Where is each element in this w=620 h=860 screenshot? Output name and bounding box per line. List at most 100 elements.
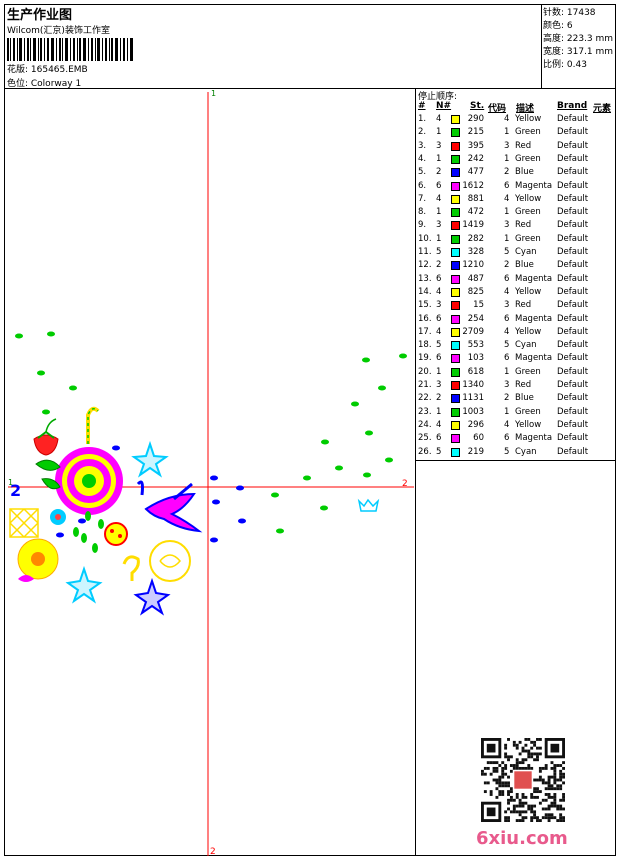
- row-desc: Green: [515, 207, 541, 218]
- row-needle: 2: [436, 167, 442, 178]
- table-row: 17. 4 2709 4 Yellow Default: [416, 326, 616, 339]
- row-index: 21.: [418, 380, 432, 390]
- row-stitches: 487: [467, 273, 484, 284]
- color-swatch: [451, 234, 460, 244]
- color-swatch: [451, 341, 460, 351]
- color-swatch: [451, 141, 460, 151]
- row-stitches: 618: [467, 366, 484, 377]
- color-swatch: [451, 274, 460, 284]
- stat-width: 宽度: 317.1 mm: [543, 47, 614, 57]
- row-stitches: 219: [467, 446, 484, 457]
- table-row: 2. 1 215 1 Green Default: [416, 126, 616, 139]
- row-code: 6: [504, 433, 510, 444]
- row-desc: Yellow: [515, 286, 542, 297]
- table-row: 14. 4 825 4 Yellow Default: [416, 286, 616, 299]
- color-swatch: [451, 115, 460, 124]
- table-row: 7. 4 881 4 Yellow Default: [416, 193, 616, 206]
- table-row: 10. 1 282 1 Green Default: [416, 233, 616, 246]
- col-header-code: 代码: [488, 104, 507, 114]
- row-stitches: 1340: [462, 380, 484, 390]
- row-brand: Default: [557, 313, 589, 324]
- row-brand: Default: [557, 140, 589, 151]
- row-needle: 1: [436, 233, 442, 244]
- row-brand: Default: [557, 326, 589, 337]
- row-code: 1: [504, 406, 510, 417]
- row-stitches: 15: [473, 300, 484, 311]
- qr-code-icon: [481, 738, 565, 822]
- table-row: 15. 3 15 3 Red Default: [416, 299, 616, 312]
- row-needle: 1: [436, 127, 442, 138]
- row-brand: Default: [557, 446, 589, 457]
- color-swatch: [451, 208, 460, 218]
- stats-panel: 针数: 17438 颜色: 6 高度: 223.3 mm 宽度: 317.1 m…: [541, 4, 616, 89]
- row-needle: 3: [436, 220, 442, 231]
- row-code: 4: [504, 114, 510, 124]
- row-desc: Red: [515, 140, 532, 151]
- row-brand: Default: [557, 114, 589, 124]
- row-needle: 2: [436, 393, 442, 404]
- row-brand: Default: [557, 300, 589, 311]
- color-swatch: [451, 168, 460, 178]
- row-brand: Default: [557, 220, 589, 231]
- row-stitches: 296: [467, 419, 484, 430]
- row-desc: Yellow: [515, 419, 542, 430]
- row-stitches: 2709: [462, 326, 484, 337]
- row-brand: Default: [557, 353, 589, 364]
- row-code: 4: [504, 326, 510, 337]
- row-desc: Green: [515, 366, 541, 377]
- row-stitches: 477: [467, 167, 484, 178]
- page-title: 生产作业图: [7, 8, 73, 23]
- row-index: 15.: [418, 300, 432, 311]
- row-desc: Magenta: [515, 433, 553, 444]
- col-header-index: #: [418, 101, 426, 111]
- row-stitches: 254: [467, 313, 484, 324]
- row-brand: Default: [557, 167, 589, 178]
- row-code: 3: [504, 380, 510, 390]
- row-brand: Default: [557, 286, 589, 297]
- stat-stitches: 针数: 17438: [543, 8, 596, 18]
- row-code: 6: [504, 180, 510, 191]
- svg-text:2: 2: [10, 481, 21, 500]
- row-stitches: 395: [467, 140, 484, 151]
- row-code: 2: [504, 260, 510, 271]
- row-desc: Magenta: [515, 353, 553, 364]
- row-desc: Green: [515, 406, 541, 417]
- stop-sequence-title: 停止顺序:: [418, 92, 458, 102]
- row-stitches: 1131: [462, 393, 484, 404]
- table-row: 22. 2 1131 2 Blue Default: [416, 392, 616, 405]
- row-brand: Default: [557, 406, 589, 417]
- row-index: 19.: [418, 353, 432, 364]
- row-brand: Default: [557, 366, 589, 377]
- col-header-stitches: St.: [470, 101, 485, 111]
- row-code: 3: [504, 140, 510, 151]
- page-frame: [4, 4, 616, 856]
- row-stitches: 290: [467, 114, 484, 124]
- color-swatch: [451, 248, 460, 257]
- color-swatch: [451, 407, 460, 417]
- table-row: 21. 3 1340 3 Red Default: [416, 379, 616, 392]
- embroidery-design-icon: 1 1 2 2: [8, 89, 414, 856]
- row-needle: 1: [436, 406, 442, 417]
- table-row: 12. 2 1210 2 Blue Default: [416, 259, 616, 272]
- row-stitches: 553: [467, 340, 484, 351]
- row-needle: 4: [436, 193, 442, 204]
- axis-label-bottom: 2: [210, 847, 216, 856]
- stat-colors: 颜色: 6: [543, 21, 573, 31]
- row-brand: Default: [557, 127, 589, 138]
- row-code: 5: [504, 247, 510, 257]
- color-swatch: [451, 181, 460, 191]
- table-row: 1. 4 290 4 Yellow Default: [416, 113, 616, 126]
- row-code: 4: [504, 419, 510, 430]
- row-desc: Cyan: [515, 247, 537, 257]
- table-row: 11. 5 328 5 Cyan Default: [416, 246, 616, 259]
- color-swatch: [451, 434, 460, 444]
- row-brand: Default: [557, 340, 589, 351]
- row-index: 8.: [418, 207, 427, 218]
- table-row: 19. 6 103 6 Magenta Default: [416, 352, 616, 365]
- header-info: 生产作业图 Wilcom(汇京)装饰工作室 花版: 165465.EMB 色位:…: [4, 4, 542, 89]
- row-stitches: 242: [467, 153, 484, 164]
- row-stitches: 881: [467, 193, 484, 204]
- row-desc: Cyan: [515, 340, 537, 351]
- row-code: 2: [504, 393, 510, 404]
- colorway: 色位: Colorway 1: [7, 79, 82, 89]
